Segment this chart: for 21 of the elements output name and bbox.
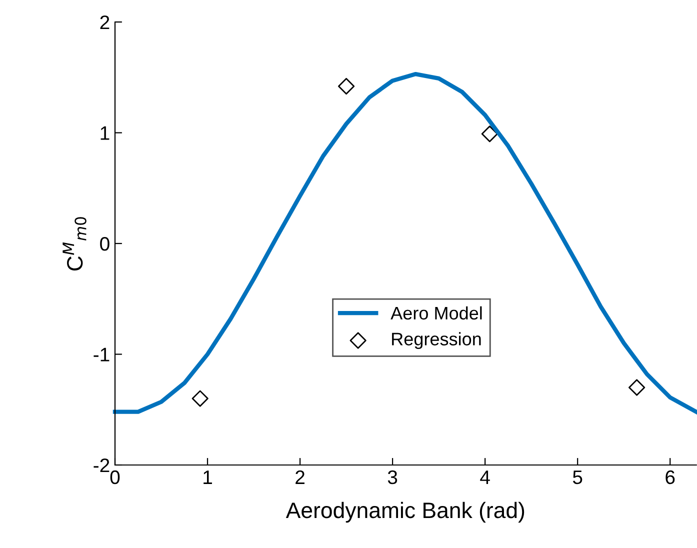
x-tick-label: 6 (666, 470, 675, 484)
x-tick-label: 1 (204, 470, 212, 484)
legend-label: Aero Model (390, 306, 482, 320)
point (192, 390, 208, 407)
line-series (112, 72, 697, 414)
point (481, 126, 498, 142)
y-tick-label: 2 (100, 15, 110, 30)
x-tick-label: 0 (110, 470, 120, 484)
y-tick-label: 1 (100, 126, 110, 140)
y-tick-label: 0 (100, 236, 110, 251)
x-tick-label: 2 (296, 470, 304, 484)
point (338, 78, 355, 95)
y-tick-label: -1 (94, 348, 110, 362)
x-tick-label: 3 (388, 470, 398, 484)
x-tick-label: 5 (572, 470, 582, 484)
y-axis-title: C$^{M}$$_{m0}$ (62, 217, 86, 270)
legend-label: Regression (392, 332, 481, 350)
x-axis-title: Aerodynamic Bank (rad) (286, 502, 524, 523)
point (628, 379, 646, 396)
y-tick-label: -2 (94, 458, 110, 472)
x-tick-label: 4 (480, 470, 490, 484)
